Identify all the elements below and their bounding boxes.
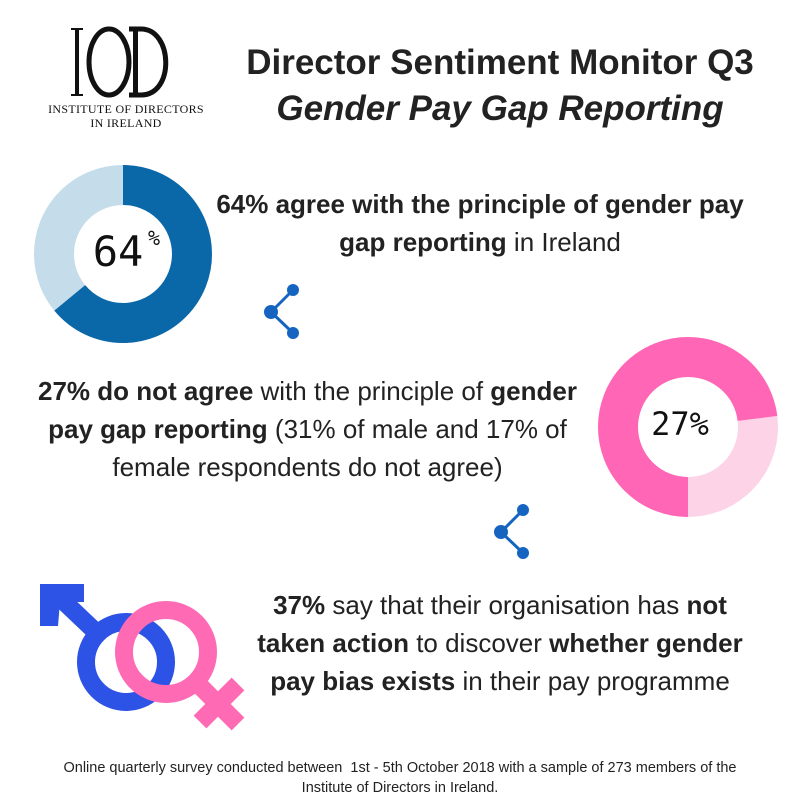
page-subtitle: Gender Pay Gap Reporting — [276, 89, 724, 128]
no-action-bold-2: not taken action — [257, 590, 727, 658]
iod-monogram — [71, 26, 169, 98]
disagree-bold-text: 27% do not agree — [38, 376, 254, 406]
disagree-statement: 27% do not agree with the principle of g… — [25, 372, 590, 486]
agree-normal-text: in Ireland — [506, 227, 621, 257]
female-symbol-icon — [115, 601, 245, 731]
donut-value-number: 64 — [93, 227, 144, 276]
disagree-bold-text-2: gender pay gap reporting — [48, 376, 577, 444]
donut-value-arc — [34, 165, 212, 343]
agree-bold-text: 64% agree with the principle of gender p… — [216, 189, 744, 257]
footer-line-1: Online quarterly survey conducted betwee… — [63, 760, 737, 776]
agree-donut-chart: 64 % — [34, 165, 212, 343]
page-title: Director Sentiment Monitor Q3 — [246, 43, 754, 82]
no-action-normal-1: say that their organisation has — [325, 590, 687, 620]
no-action-bold-3: whether gender pay bias exists — [270, 628, 743, 696]
no-action-statement: 37% say that their organisation has not … — [245, 586, 755, 700]
footer-note: Online quarterly survey conducted betwee… — [15, 758, 785, 798]
header: Director Sentiment Monitor Q3 Gender Pay… — [215, 40, 785, 132]
agree-statement: 64% agree with the principle of gender p… — [210, 185, 750, 261]
org-name-line2: IN IRELAND — [90, 116, 162, 130]
disagree-normal-text-2: (31% of male and 17% of female responden… — [112, 414, 567, 482]
no-action-bold-1: 37% — [273, 590, 326, 620]
org-name-line1: INSTITUTE OF DIRECTORS — [48, 102, 204, 116]
share-icon[interactable] — [260, 280, 304, 344]
disagree-donut-chart: 27% — [598, 337, 778, 517]
donut-value-label: 27% — [651, 405, 709, 443]
iod-logo: INSTITUTE OF DIRECTORS IN IRELAND — [42, 22, 210, 140]
donut-value-suffix: % — [148, 226, 160, 250]
no-action-normal-2: to discover — [408, 628, 550, 658]
gender-symbols-icon — [40, 584, 245, 731]
disagree-normal-text: with the principle of — [253, 376, 491, 406]
share-icon[interactable] — [490, 500, 534, 564]
no-action-normal-3: in their pay programme — [455, 666, 730, 696]
footer-line-2: Institute of Directors in Ireland. — [301, 780, 499, 796]
donut-value-arc — [598, 337, 778, 517]
